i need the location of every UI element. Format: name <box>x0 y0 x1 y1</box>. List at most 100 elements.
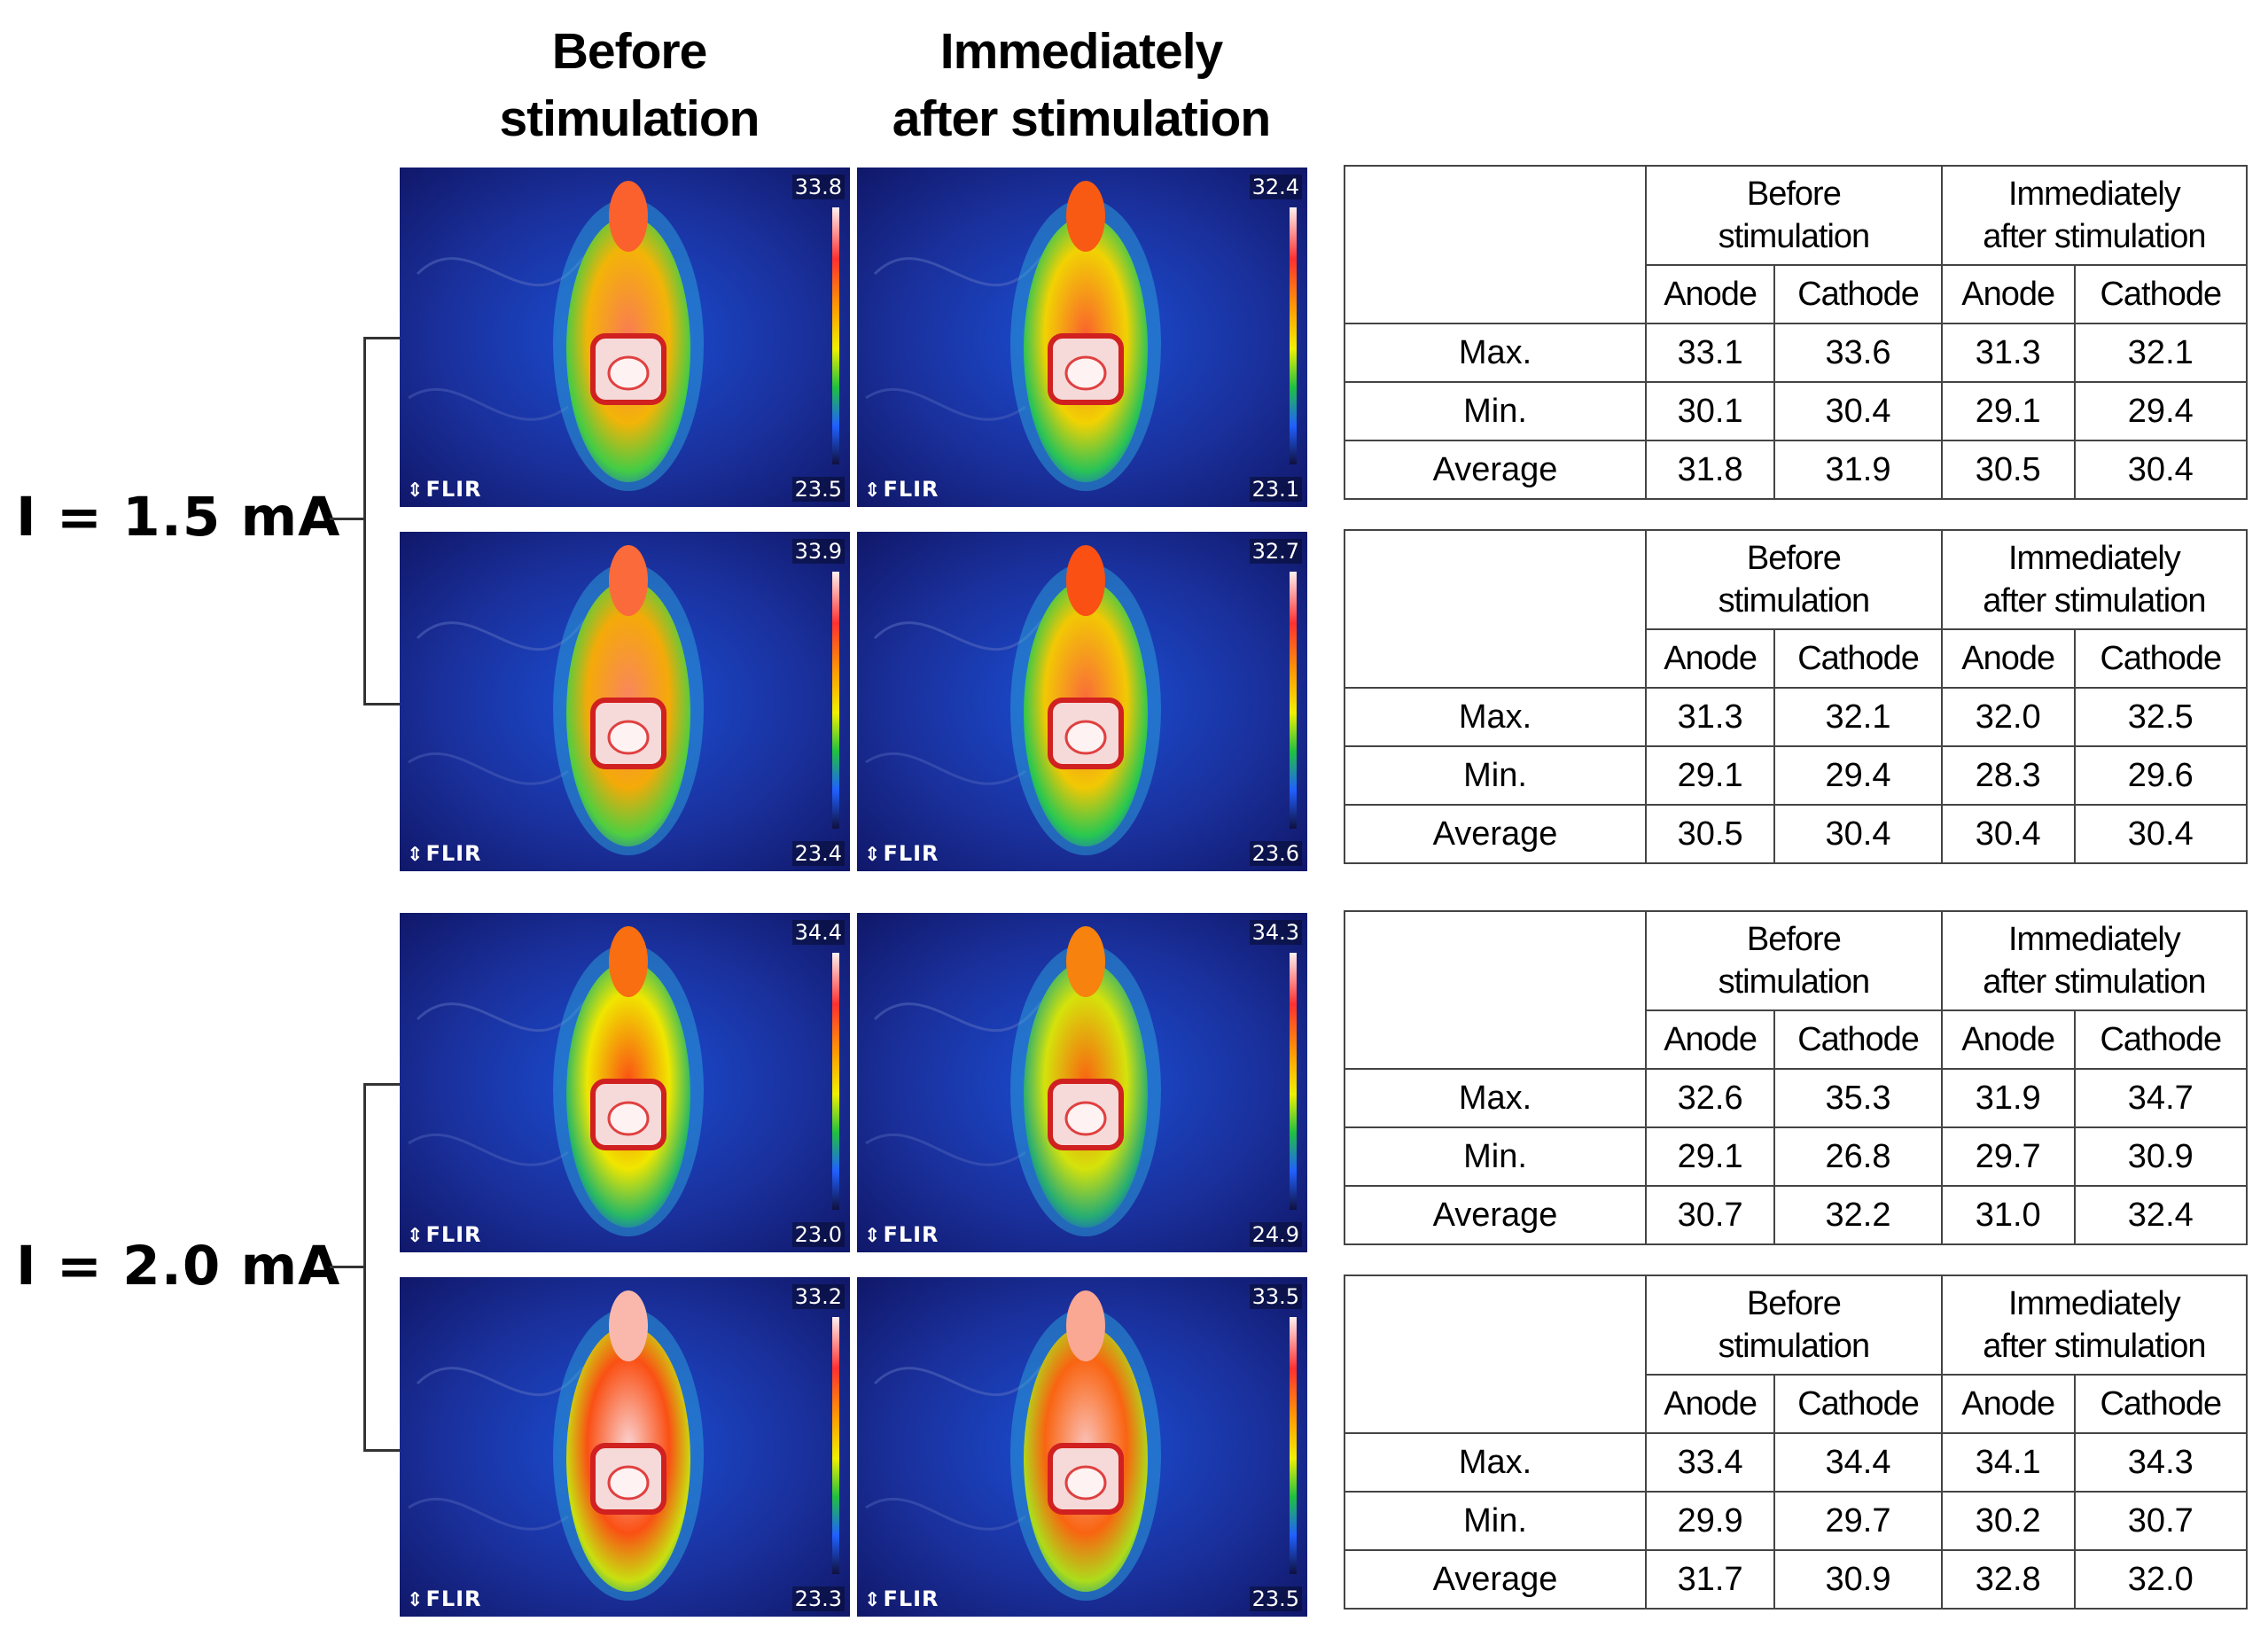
row-label: Min. <box>1344 381 1647 441</box>
subheader-cathode: Cathode <box>1773 1374 1943 1434</box>
flir-brand-text: FLIR <box>883 477 939 502</box>
table-row: Average 30.5 30.4 30.4 30.4 <box>1344 804 2249 864</box>
table-cell: 29.1 <box>1644 745 1776 806</box>
group-label-1: I = 1.5 mA <box>16 486 341 549</box>
header-after: Immediately after stimulation <box>1940 529 2249 630</box>
table-cell: 28.3 <box>1940 745 2076 806</box>
table-cell: 32.4 <box>2073 1185 2249 1245</box>
column-heading-before: Before stimulation <box>408 18 851 152</box>
table-cell: 30.7 <box>1644 1185 1776 1245</box>
subheader-cathode: Cathode <box>1773 628 1943 689</box>
column-heading-after-line1: Immediately <box>939 23 1223 80</box>
color-scale-bar <box>832 572 839 829</box>
scale-min: 23.5 <box>1249 1586 1302 1611</box>
flir-brand-text: FLIR <box>883 841 939 866</box>
thermal-image-5: 34.4 23.0 ⇕FLIR <box>400 913 850 1252</box>
table-cell: 32.1 <box>1773 687 1943 747</box>
flir-brand-text: FLIR <box>425 1222 482 1247</box>
color-scale-bar <box>1290 207 1297 464</box>
table-cell: 29.4 <box>1773 745 1943 806</box>
header-after-line1: Immediately <box>2007 921 2181 958</box>
header-after-line2: after stimulation <box>1983 218 2206 255</box>
column-heading-after: Immediately after stimulation <box>851 18 1312 152</box>
row-label: Max. <box>1344 1068 1647 1128</box>
scale-max: 33.9 <box>791 539 845 564</box>
scale-max: 32.4 <box>1249 175 1302 199</box>
table-row: Average 30.7 32.2 31.0 32.4 <box>1344 1185 2249 1245</box>
row-label: Average <box>1344 440 1647 500</box>
table-row: Max. 33.1 33.6 31.3 32.1 <box>1344 323 2249 383</box>
group-tick-2 <box>330 1266 363 1268</box>
thermal-image-4: 32.7 23.6 ⇕FLIR <box>857 532 1307 871</box>
scale-min: 24.9 <box>1249 1222 1302 1247</box>
table-cell: 26.8 <box>1773 1126 1943 1187</box>
header-after-line2: after stimulation <box>1983 963 2206 1001</box>
header-before-line1: Before <box>1746 1285 1842 1322</box>
table-cell: 33.6 <box>1773 323 1943 383</box>
subheader-cathode: Cathode <box>2073 264 2249 324</box>
subheader-cathode: Cathode <box>1773 1009 1943 1070</box>
table-cell: 29.4 <box>2073 381 2249 441</box>
flir-icon: ⇕ <box>864 1225 882 1247</box>
table-cell: 30.4 <box>1940 804 2076 864</box>
flir-logo: ⇕FLIR <box>407 841 482 866</box>
corner-cell <box>1344 1275 1647 1434</box>
table-row: Min. 29.1 29.4 28.3 29.6 <box>1344 745 2249 806</box>
flir-brand-text: FLIR <box>425 1586 482 1611</box>
flir-logo: ⇕FLIR <box>864 477 939 502</box>
scale-min: 23.0 <box>791 1222 845 1247</box>
thermal-svg <box>400 1277 850 1617</box>
color-scale-bar <box>1290 953 1297 1210</box>
header-after-line1: Immediately <box>2007 540 2181 577</box>
subheader-anode: Anode <box>1644 1374 1776 1434</box>
table-cell: 30.7 <box>2073 1491 2249 1551</box>
column-heading-before-line1: Before <box>551 23 708 80</box>
flir-icon: ⇕ <box>407 1589 425 1611</box>
flir-logo: ⇕FLIR <box>407 1586 482 1611</box>
flir-icon: ⇕ <box>864 1589 882 1611</box>
table-cell: 29.1 <box>1940 381 2076 441</box>
header-before-line2: stimulation <box>1718 582 1871 620</box>
table-cell: 30.4 <box>1773 804 1943 864</box>
header-before-line1: Before <box>1746 540 1842 577</box>
scale-max: 33.5 <box>1249 1284 1302 1309</box>
column-heading-before-line2: stimulation <box>499 90 760 147</box>
temperature-table-2: Before stimulation Immediately after stimul… <box>1344 529 2249 864</box>
flir-logo: ⇕FLIR <box>864 1586 939 1611</box>
corner-cell <box>1344 165 1647 324</box>
thermal-image-3: 33.9 23.4 ⇕FLIR <box>400 532 850 871</box>
table-cell: 32.6 <box>1644 1068 1776 1128</box>
table-row: Average 31.8 31.9 30.5 30.4 <box>1344 440 2249 500</box>
row-label: Average <box>1344 1549 1647 1610</box>
thermal-image-8: 33.5 23.5 ⇕FLIR <box>857 1277 1307 1617</box>
flir-icon: ⇕ <box>407 1225 425 1247</box>
table-cell: 32.0 <box>1940 687 2076 747</box>
subheader-cathode: Cathode <box>2073 1374 2249 1434</box>
temperature-table-1: Before stimulation Immediately after stimul… <box>1344 165 2249 500</box>
table-cell: 30.5 <box>1644 804 1776 864</box>
header-after-line1: Immediately <box>2007 175 2181 213</box>
table-cell: 31.0 <box>1940 1185 2076 1245</box>
table-cell: 32.5 <box>2073 687 2249 747</box>
table-cell: 35.3 <box>1773 1068 1943 1128</box>
thermal-image-7: 33.2 23.3 ⇕FLIR <box>400 1277 850 1617</box>
flir-icon: ⇕ <box>864 479 882 502</box>
flir-brand-text: FLIR <box>425 841 482 866</box>
flir-icon: ⇕ <box>407 844 425 866</box>
table-cell: 34.4 <box>1773 1432 1943 1493</box>
table-cell: 29.7 <box>1773 1491 1943 1551</box>
scale-min: 23.5 <box>791 477 845 502</box>
scale-min: 23.4 <box>791 841 845 866</box>
scale-min: 23.6 <box>1249 841 1302 866</box>
corner-cell <box>1344 529 1647 689</box>
flir-brand-text: FLIR <box>425 477 482 502</box>
thermal-svg <box>857 532 1307 871</box>
table-cell: 32.0 <box>2073 1549 2249 1610</box>
table-cell: 34.7 <box>2073 1068 2249 1128</box>
subheader-anode: Anode <box>1940 1374 2076 1434</box>
table-row: Max. 33.4 34.4 34.1 34.3 <box>1344 1432 2249 1493</box>
thermal-svg <box>857 1277 1307 1617</box>
subheader-anode: Anode <box>1644 1009 1776 1070</box>
table-cell: 33.1 <box>1644 323 1776 383</box>
